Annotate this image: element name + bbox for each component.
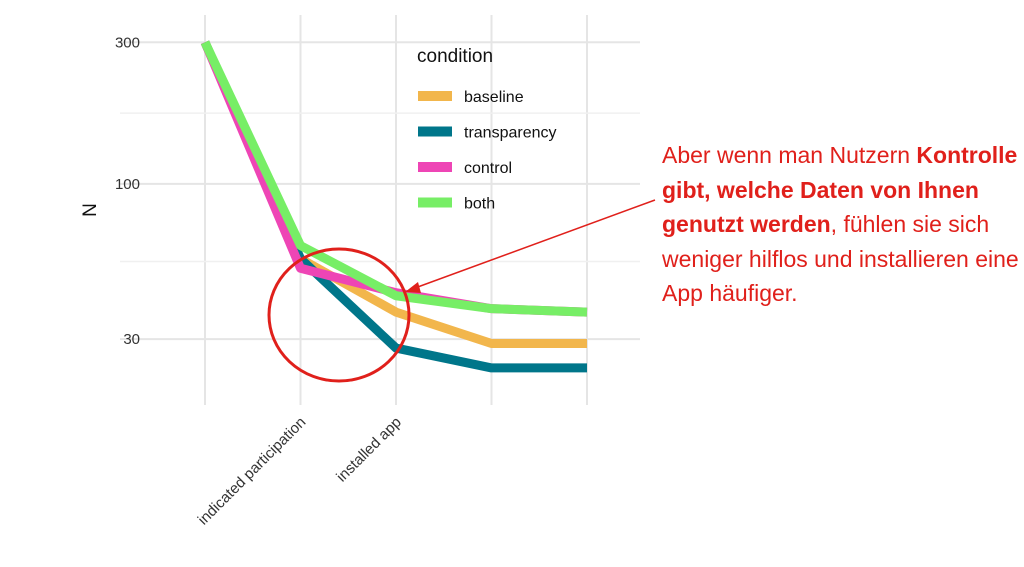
x-axis-ticks: indicated participation installed app [195, 414, 405, 529]
annotation-arrow-line [414, 199, 656, 289]
legend-label-control: control [464, 160, 512, 177]
x-tick-label: installed app [333, 414, 405, 486]
annotation-marks [267, 199, 656, 383]
legend-key-control [418, 162, 452, 172]
y-axis-title: N [80, 203, 101, 217]
y-axis-ticks: 30 100 300 [115, 34, 140, 348]
annotation-callout: Aber wenn man Nutzern Kontrolle gibt, we… [662, 138, 1022, 311]
legend-key-transparency [418, 126, 452, 137]
legend-key-baseline [418, 91, 452, 101]
highlight-circle [267, 247, 411, 383]
x-tick-label: indicated participation [195, 414, 310, 529]
annotation-text-bold: Kontrolle gibt, welche Daten von Ihnen g… [662, 142, 1018, 237]
annotation-text-after: , fühlen sie sich weniger hilflos und in… [662, 211, 1019, 306]
y-tick-label: 100 [115, 176, 140, 193]
series-line-both [200, 40, 588, 317]
legend-label-transparency: transparency [464, 125, 557, 142]
legend-label-baseline: baseline [464, 89, 524, 106]
y-tick-label: 300 [115, 34, 140, 51]
annotation-arrowhead [405, 282, 421, 293]
y-tick-label: 30 [123, 331, 140, 348]
legend-key-both [418, 197, 452, 208]
annotation-text-before: Aber wenn man Nutzern [662, 142, 917, 168]
series-lines [200, 40, 588, 373]
legend-title: condition [417, 46, 493, 67]
legend-label-both: both [464, 196, 495, 213]
legend: condition baseline transparency control bot… [417, 46, 557, 213]
